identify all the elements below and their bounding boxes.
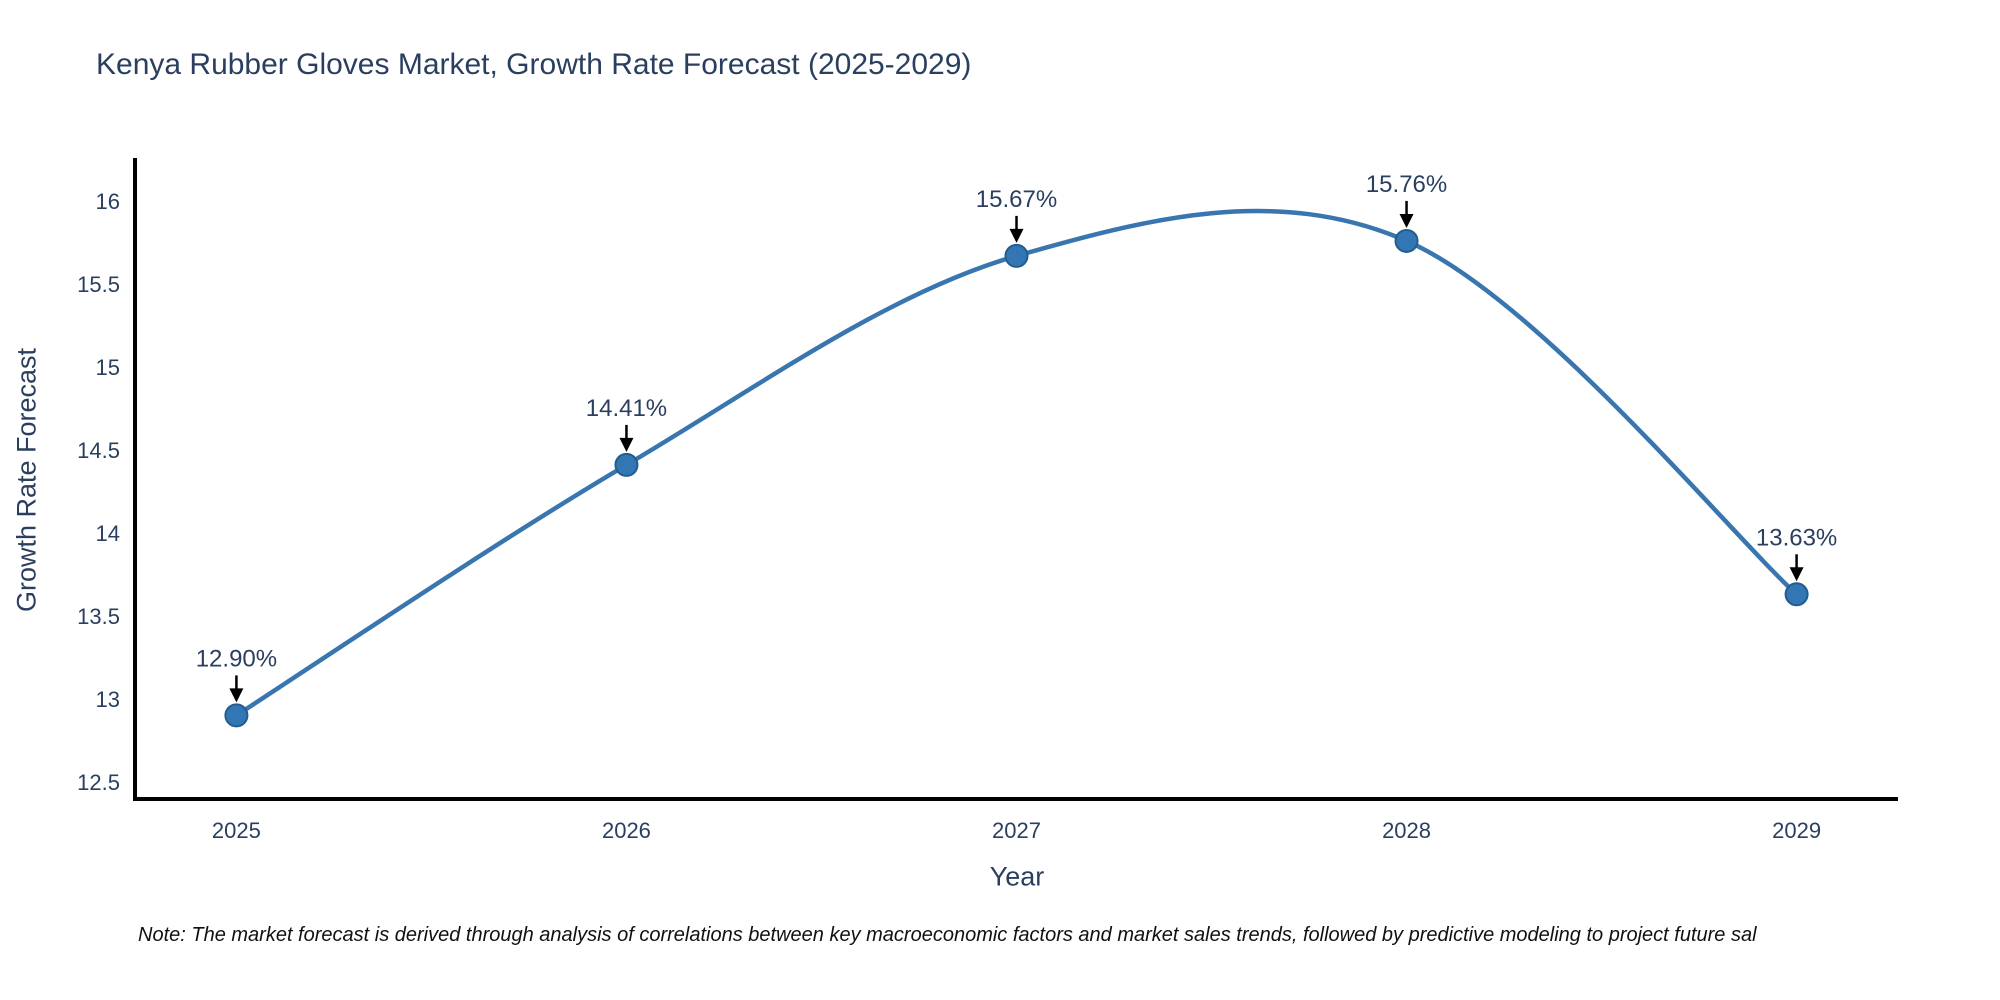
annotation-arrowhead: [1789, 567, 1804, 582]
data-point-marker: [1784, 582, 1809, 607]
y-tick-label: 15.5: [77, 272, 120, 297]
x-tick-label: 2027: [992, 818, 1041, 843]
y-tick-label: 16: [96, 189, 120, 214]
y-tick-label: 13.5: [77, 604, 120, 629]
y-tick-label: 15: [96, 355, 120, 380]
point-annotation-label: 12.90%: [196, 645, 277, 672]
series-line: [234, 208, 1799, 718]
x-tick-label: 2025: [212, 818, 261, 843]
annotation-arrowhead: [619, 437, 634, 452]
annotation-arrowhead: [229, 688, 244, 703]
chart-title: Kenya Rubber Gloves Market, Growth Rate …: [96, 48, 972, 81]
y-tick-label: 12.5: [77, 770, 120, 795]
x-tick-label: 2028: [1382, 818, 1431, 843]
axis-lines: [133, 158, 1898, 801]
x-axis-title: Year: [989, 861, 1045, 892]
point-annotation-label: 13.63%: [1756, 524, 1837, 551]
y-tick-label: 14.5: [77, 438, 120, 463]
annotation-arrowhead: [1009, 228, 1024, 243]
annotation-arrowhead: [1399, 213, 1414, 228]
data-point-marker: [1394, 228, 1419, 253]
y-tick-label: 14: [96, 521, 120, 546]
data-point-marker: [614, 452, 639, 477]
point-annotation-label: 15.67%: [976, 186, 1057, 213]
x-tick-label: 2029: [1772, 818, 1821, 843]
point-annotation-label: 15.76%: [1366, 171, 1447, 198]
y-tick-label: 13: [96, 687, 120, 712]
data-point-marker: [1004, 243, 1029, 268]
footnote: Note: The market forecast is derived thr…: [138, 924, 1757, 946]
data-point-marker: [224, 703, 249, 728]
x-tick-label: 2026: [602, 818, 651, 843]
point-annotation-label: 14.41%: [586, 395, 667, 422]
